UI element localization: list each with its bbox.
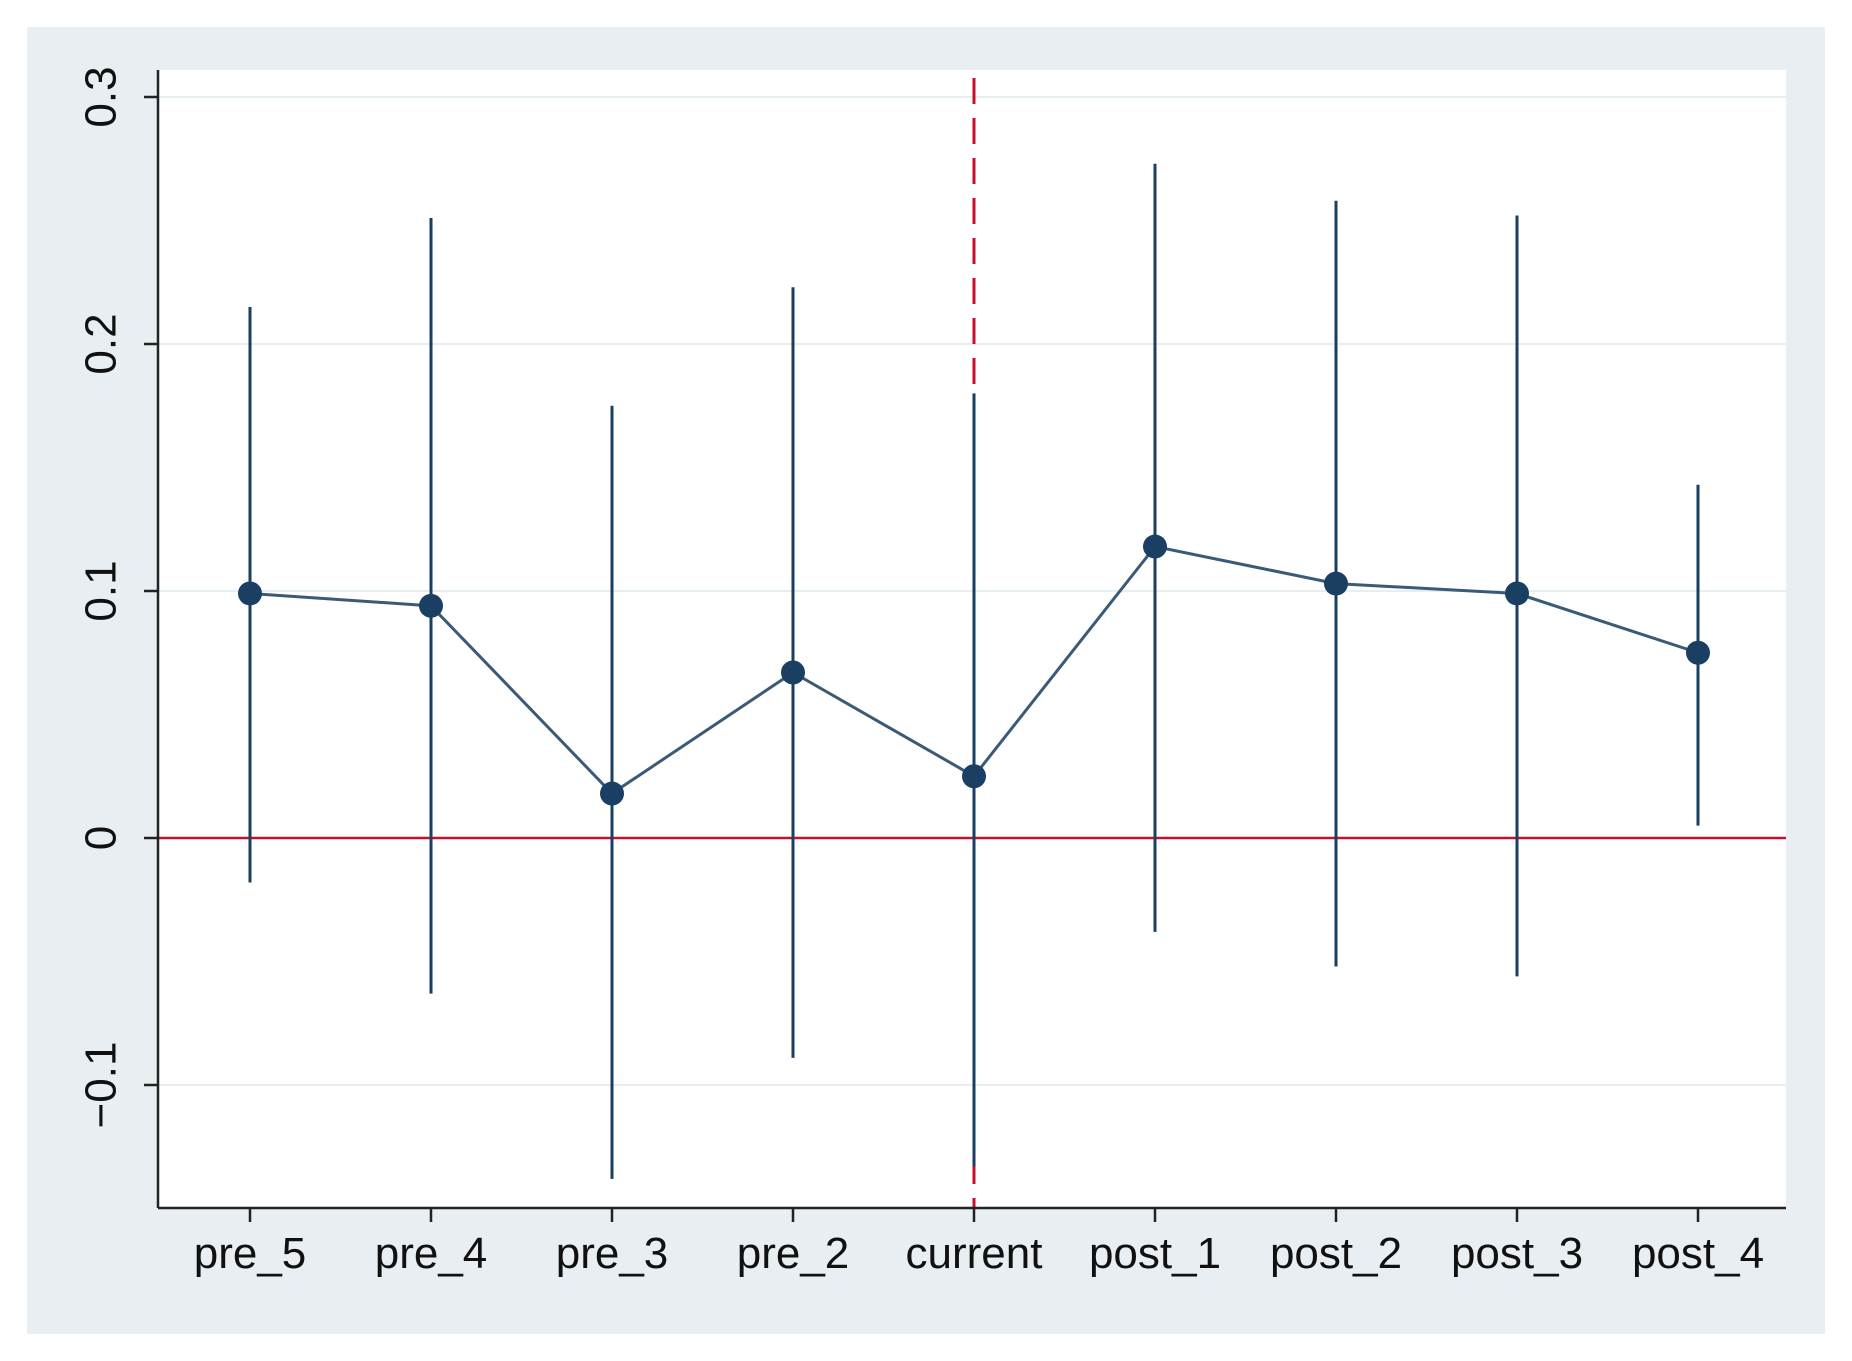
point-post_2	[1324, 571, 1348, 596]
y-tick-label-2: 0.1	[77, 560, 126, 621]
x-tick-label-post_4: post_4	[1632, 1229, 1764, 1278]
point-pre_3	[600, 781, 624, 806]
point-current	[962, 764, 986, 789]
point-post_3	[1505, 581, 1529, 606]
x-tick-label-pre_3: pre_3	[556, 1229, 669, 1278]
point-post_4	[1686, 640, 1710, 665]
y-tick-label-1: 0	[77, 826, 126, 850]
plot-area	[158, 70, 1786, 1208]
y-tick-label-3: 0.2	[77, 313, 126, 374]
y-tick-labels: −0.1 0 0.1 0.2 0.3	[77, 66, 126, 1128]
x-tick-label-post_3: post_3	[1451, 1229, 1583, 1278]
y-tick-label-0: −0.1	[77, 1042, 126, 1129]
x-tick-label-pre_4: pre_4	[375, 1229, 488, 1278]
x-tick-label-post_2: post_2	[1270, 1229, 1402, 1278]
y-tick-label-4: 0.3	[77, 66, 126, 127]
point-pre_2	[781, 660, 805, 685]
x-tick-label-pre_5: pre_5	[194, 1229, 307, 1278]
axes	[144, 70, 1786, 1222]
x-tick-label-current: current	[906, 1229, 1043, 1278]
point-post_1	[1143, 534, 1167, 559]
point-pre_4	[419, 593, 443, 618]
x-tick-labels: pre_5 pre_4 pre_3 pre_2 current post_1 post_2 p…	[194, 1229, 1764, 1278]
x-tick-label-pre_2: pre_2	[737, 1229, 850, 1278]
gridlines	[158, 96, 1786, 1086]
x-tick-label-post_1: post_1	[1089, 1229, 1221, 1278]
point-pre_5	[238, 581, 262, 606]
data-points	[238, 534, 1710, 806]
